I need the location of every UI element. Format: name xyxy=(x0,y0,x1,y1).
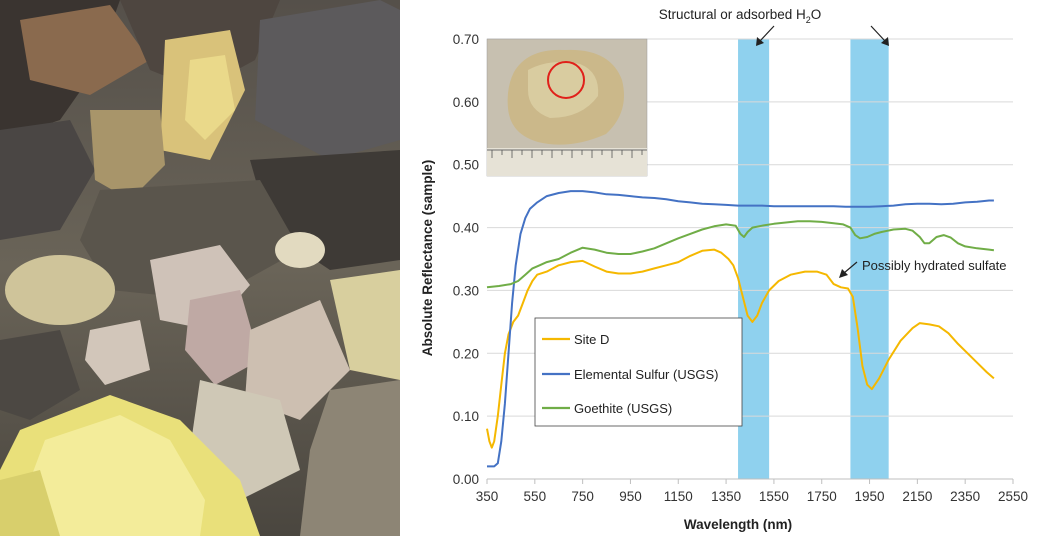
inset-rock-photo xyxy=(486,38,648,177)
absorption-band-1 xyxy=(738,39,770,479)
legend-item-elemental-sulfur: Elemental Sulfur (USGS) xyxy=(542,367,719,382)
band-annotation-text: Structural or adsorbed H2O xyxy=(659,7,822,25)
legend-label-elemental-sulfur: Elemental Sulfur (USGS) xyxy=(574,367,719,382)
series-line-elemental-sulfur-usgs xyxy=(487,190,994,468)
band-annotation: Structural or adsorbed H2O xyxy=(659,7,889,46)
series-lines xyxy=(486,190,995,468)
y-tick-label: 0.60 xyxy=(453,95,479,110)
reflectance-chart: 0.00 0.10 0.20 0.30 0.40 0.50 0.60 0.70 350 550 75… xyxy=(420,7,1028,532)
x-tick-label: 1150 xyxy=(664,489,693,504)
y-tick-label: 0.10 xyxy=(453,409,479,424)
axes: 0.00 0.10 0.20 0.30 0.40 0.50 0.60 0.70 350 550 75… xyxy=(453,32,1028,504)
absorption-band-2 xyxy=(850,39,889,479)
legend-label-site-d: Site D xyxy=(574,332,609,347)
x-tick-label: 1350 xyxy=(711,489,741,504)
x-tick-label: 750 xyxy=(571,489,594,504)
y-tick-label: 0.20 xyxy=(453,346,479,361)
x-axis-title: Wavelength (nm) xyxy=(684,517,792,532)
legend-item-goethite: Goethite (USGS) xyxy=(542,401,672,416)
y-axis-title: Absolute Reflectance (sample) xyxy=(420,160,435,357)
band-annotation-subscript: 2 xyxy=(806,15,811,25)
absorption-bands xyxy=(738,39,889,479)
x-tick-label: 1750 xyxy=(807,489,837,504)
x-tick-label: 1950 xyxy=(855,489,885,504)
legend: Site D Elemental Sulfur (USGS) Goethite … xyxy=(534,317,743,427)
x-tick-label: 550 xyxy=(524,489,547,504)
legend-label-goethite: Goethite (USGS) xyxy=(574,401,672,416)
x-tick-label: 350 xyxy=(476,489,499,504)
y-tick-label: 0.30 xyxy=(453,283,479,298)
y-tick-label: 0.50 xyxy=(453,158,479,173)
sulfur-rocks-photo xyxy=(0,0,400,536)
y-tick-label: 0.40 xyxy=(453,221,479,236)
x-tick-label: 2150 xyxy=(902,489,932,504)
x-tick-label: 2350 xyxy=(950,489,980,504)
series-line-goethite-usgs xyxy=(486,220,995,289)
x-tick-label: 950 xyxy=(619,489,642,504)
ruler-ticks xyxy=(491,150,643,158)
series-line-site-d xyxy=(486,248,995,449)
y-tick-label: 0.00 xyxy=(453,472,479,487)
x-tick-label: 1550 xyxy=(759,489,789,504)
legend-item-site-d: Site D xyxy=(542,332,609,347)
sulfate-annotation-text: Possibly hydrated sulfate xyxy=(862,258,1007,273)
sulfate-annotation: Possibly hydrated sulfate xyxy=(839,258,1007,278)
x-tick-label: 2550 xyxy=(998,489,1028,504)
y-tick-label: 0.70 xyxy=(453,32,479,47)
